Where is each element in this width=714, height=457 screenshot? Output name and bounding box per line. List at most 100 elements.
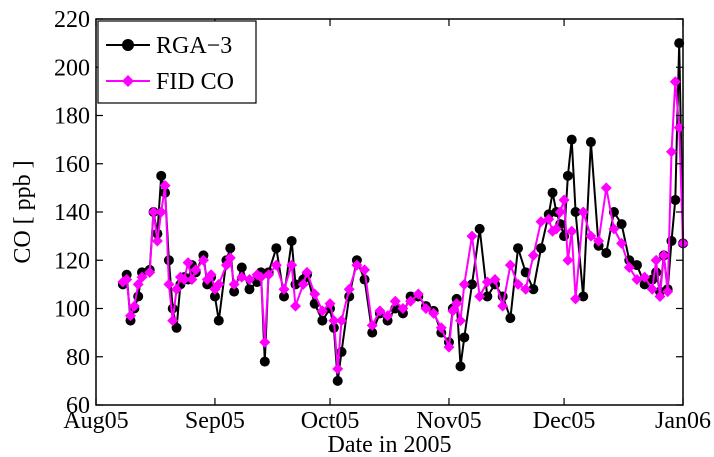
y-tick-label: 180 [54, 104, 90, 130]
data-point [428, 307, 440, 319]
data-point [489, 274, 501, 286]
data-point [593, 235, 605, 247]
data-point [209, 291, 220, 302]
x-tick-label: Dec05 [533, 408, 596, 434]
data-point [566, 134, 577, 145]
x-tick-label: Oct05 [301, 408, 360, 434]
data-point [458, 278, 470, 290]
data-point [171, 283, 183, 295]
data-point [616, 219, 627, 230]
data-point [121, 274, 133, 286]
data-point [197, 254, 209, 266]
data-point [562, 254, 574, 266]
data-point [132, 278, 144, 290]
data-point [577, 206, 589, 218]
data-point [674, 38, 685, 49]
x-tick-label: Sep05 [185, 408, 245, 434]
series-1 [117, 76, 689, 375]
data-point [558, 194, 570, 206]
data-point [585, 137, 596, 148]
series-line [122, 80, 684, 370]
data-point [224, 252, 236, 264]
data-point [167, 315, 179, 327]
data-point [455, 361, 466, 372]
y-tick-label: 100 [54, 297, 90, 323]
data-point [359, 264, 371, 276]
data-point [608, 223, 620, 235]
data-point [454, 315, 466, 327]
data-point [673, 122, 685, 134]
data-point [570, 207, 581, 217]
legend-label: FID CO [156, 69, 234, 95]
data-point [243, 274, 255, 286]
data-point [665, 146, 677, 158]
data-point [186, 274, 198, 286]
data-point [662, 286, 674, 298]
data-point [520, 283, 532, 295]
data-point [271, 243, 282, 254]
data-point [144, 266, 156, 278]
data-point [623, 261, 635, 273]
data-point [278, 291, 289, 302]
data-point [474, 290, 486, 302]
x-tick-label: Aug05 [63, 408, 128, 434]
legend-marker [122, 75, 134, 87]
data-point [669, 76, 681, 88]
data-point [585, 230, 597, 242]
data-point [566, 225, 578, 237]
data-point [600, 182, 612, 194]
data-point [163, 278, 175, 290]
data-point [570, 293, 582, 305]
data-point [324, 298, 336, 310]
data-point [156, 170, 167, 181]
data-point [374, 305, 386, 317]
axis-ticks [95, 18, 684, 406]
data-point [382, 310, 394, 322]
data-point [366, 319, 378, 331]
data-point [412, 288, 424, 300]
legend-label: RGA−3 [156, 33, 232, 59]
data-point [332, 363, 344, 375]
data-point [550, 223, 562, 235]
data-point [616, 237, 628, 249]
data-point [301, 266, 313, 278]
data-point [466, 279, 477, 290]
data-point [159, 179, 171, 191]
data-point [528, 284, 539, 295]
y-tick-labels: 60 80 100 120 140 160 180 200 220 [54, 7, 90, 419]
data-point [263, 269, 275, 281]
data-point [309, 288, 321, 300]
data-point [316, 305, 328, 317]
data-point [451, 298, 463, 310]
data-point [148, 206, 160, 218]
data-point [229, 286, 240, 297]
data-point [236, 262, 247, 273]
data-point [286, 259, 298, 271]
data-point [259, 356, 270, 367]
y-tick-label: 120 [54, 248, 90, 274]
data-point [670, 194, 681, 205]
data-point [367, 327, 378, 338]
data-point [228, 278, 240, 290]
data-point [650, 254, 662, 266]
data-point [482, 291, 493, 302]
legend: RGA−3 FID CO [97, 20, 257, 104]
data-point [220, 259, 232, 271]
data-point [332, 375, 343, 386]
data-point [474, 223, 485, 234]
data-point [397, 303, 409, 314]
data-point [117, 276, 129, 288]
legend-box [97, 20, 257, 104]
data-point [151, 235, 163, 247]
data-point [543, 213, 555, 225]
data-point [547, 187, 558, 198]
data-point [654, 290, 666, 302]
data-point [178, 274, 190, 286]
y-axis-label: CO [ ppb ] [10, 160, 36, 263]
data-point [351, 259, 363, 271]
data-point [639, 271, 651, 283]
data-point [213, 278, 225, 290]
legend-marker [122, 39, 134, 51]
data-point [405, 295, 417, 307]
